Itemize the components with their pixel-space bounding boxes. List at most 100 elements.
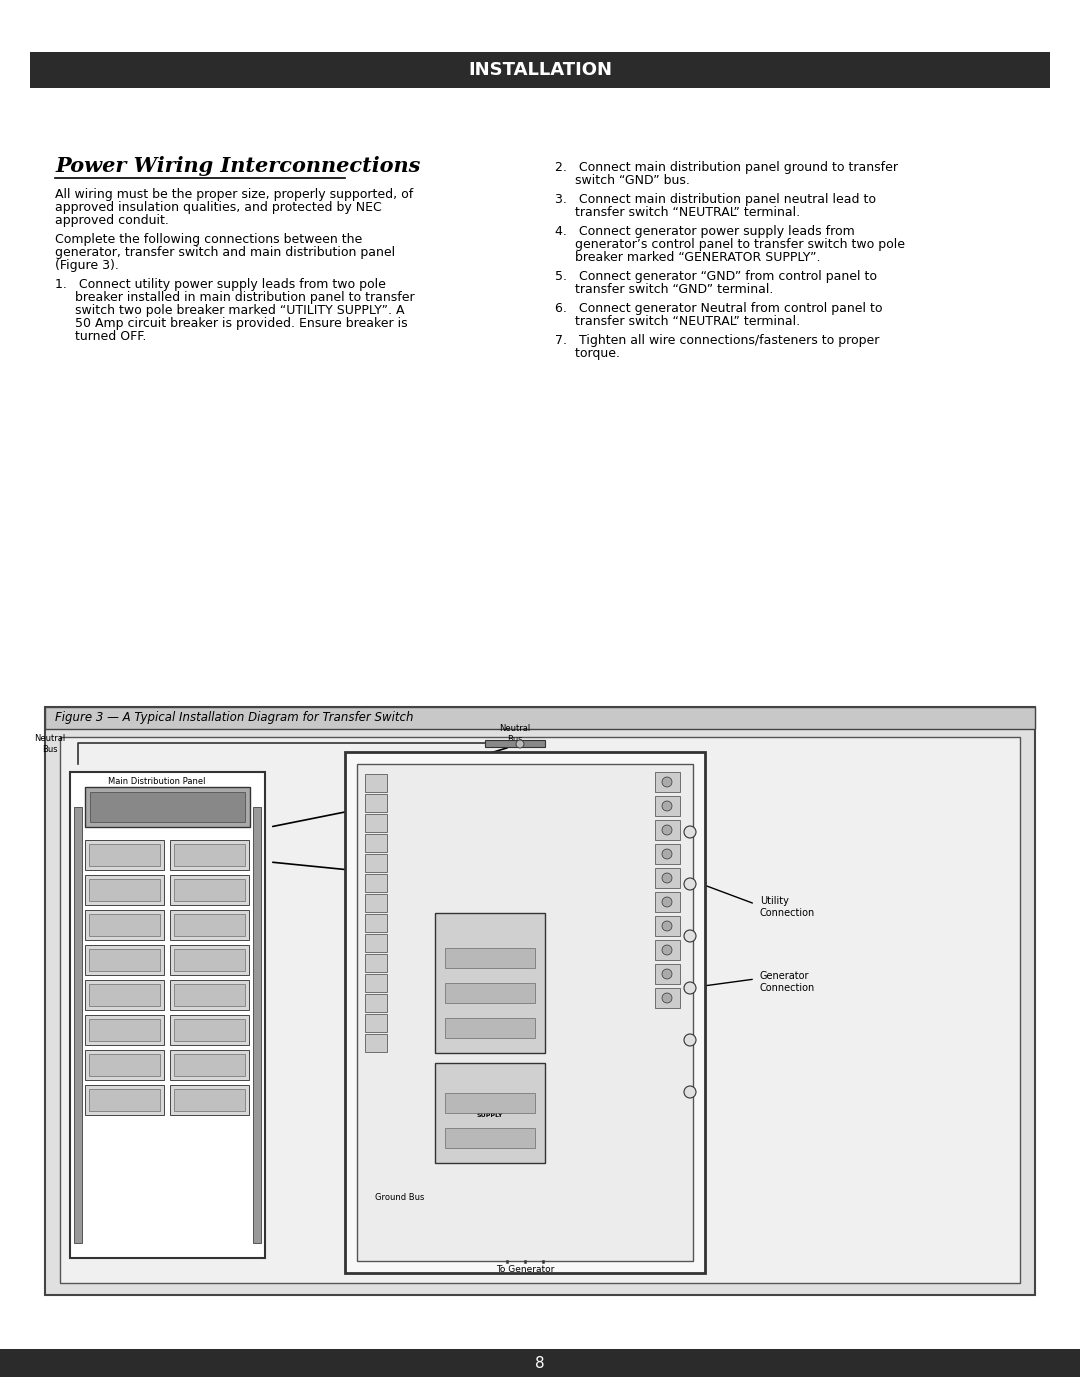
Bar xyxy=(365,774,387,792)
Bar xyxy=(365,974,387,992)
Bar xyxy=(435,1063,545,1162)
Text: 3.   Connect main distribution panel neutral lead to: 3. Connect main distribution panel neutr… xyxy=(555,193,876,205)
Text: INSTALLATION: INSTALLATION xyxy=(468,61,612,80)
Bar xyxy=(654,868,680,888)
Text: switch “GND” bus.: switch “GND” bus. xyxy=(555,175,690,187)
Text: torque.: torque. xyxy=(555,346,620,360)
Text: generator, transfer switch and main distribution panel: generator, transfer switch and main dist… xyxy=(55,246,395,258)
Bar xyxy=(170,1016,249,1045)
Bar xyxy=(654,796,680,816)
Bar xyxy=(365,914,387,932)
Bar xyxy=(45,707,1035,729)
Text: approved insulation qualities, and protected by NEC: approved insulation qualities, and prote… xyxy=(55,201,381,214)
Circle shape xyxy=(662,849,672,859)
Bar xyxy=(445,949,535,968)
Circle shape xyxy=(662,800,672,812)
Text: transfer switch “GND” terminal.: transfer switch “GND” terminal. xyxy=(555,284,773,296)
Text: 2.   Connect main distribution panel ground to transfer: 2. Connect main distribution panel groun… xyxy=(555,161,897,175)
Bar xyxy=(365,834,387,852)
Bar xyxy=(170,909,249,940)
Circle shape xyxy=(684,1034,696,1046)
Bar xyxy=(365,1034,387,1052)
Bar xyxy=(89,914,160,936)
Bar xyxy=(365,894,387,912)
Bar xyxy=(170,1085,249,1115)
Text: approved conduit.: approved conduit. xyxy=(55,214,168,226)
Text: 8: 8 xyxy=(536,1355,544,1370)
Bar xyxy=(0,1350,1080,1377)
Circle shape xyxy=(684,982,696,995)
Circle shape xyxy=(662,921,672,930)
Bar xyxy=(365,995,387,1011)
Text: 6.   Connect generator Neutral from control panel to: 6. Connect generator Neutral from contro… xyxy=(555,302,882,314)
Bar xyxy=(70,773,265,1259)
Bar xyxy=(174,844,245,866)
Circle shape xyxy=(662,897,672,907)
Bar xyxy=(60,738,1020,1282)
Bar xyxy=(365,1014,387,1032)
Bar xyxy=(365,954,387,972)
Bar xyxy=(85,981,164,1010)
Text: 4.   Connect generator power supply leads from: 4. Connect generator power supply leads … xyxy=(555,225,854,237)
Bar xyxy=(445,983,535,1003)
Text: Utility
Connection: Utility Connection xyxy=(760,895,815,918)
Text: Power Wiring Interconnections: Power Wiring Interconnections xyxy=(55,156,420,176)
Bar xyxy=(89,983,160,1006)
Bar xyxy=(170,840,249,870)
Bar xyxy=(170,981,249,1010)
Circle shape xyxy=(516,740,524,747)
Bar xyxy=(445,1092,535,1113)
Bar xyxy=(345,752,705,1273)
Text: transfer switch “NEUTRAL” terminal.: transfer switch “NEUTRAL” terminal. xyxy=(555,314,800,328)
Bar xyxy=(253,807,261,1243)
Circle shape xyxy=(684,1085,696,1098)
Bar xyxy=(365,935,387,951)
Bar xyxy=(365,854,387,872)
Bar xyxy=(654,893,680,912)
Circle shape xyxy=(684,826,696,838)
Bar xyxy=(170,944,249,975)
Text: Figure 3 — A Typical Installation Diagram for Transfer Switch: Figure 3 — A Typical Installation Diagra… xyxy=(55,711,414,725)
Bar xyxy=(654,988,680,1009)
Text: UTILITY
SUPPLY: UTILITY SUPPLY xyxy=(476,957,503,967)
Bar xyxy=(170,1051,249,1080)
Bar xyxy=(85,1016,164,1045)
Bar xyxy=(365,793,387,812)
Circle shape xyxy=(684,877,696,890)
Bar xyxy=(654,844,680,863)
Text: All wiring must be the proper size, properly supported, of: All wiring must be the proper size, prop… xyxy=(55,189,414,201)
Text: 7.   Tighten all wire connections/fasteners to proper: 7. Tighten all wire connections/fastener… xyxy=(555,334,879,346)
Text: generator’s control panel to transfer switch two pole: generator’s control panel to transfer sw… xyxy=(555,237,905,251)
Bar xyxy=(85,1085,164,1115)
Text: 1.   Connect utility power supply leads from two pole: 1. Connect utility power supply leads fr… xyxy=(55,278,386,291)
Bar xyxy=(357,764,693,1261)
Bar xyxy=(174,1053,245,1076)
Text: Generator
Connection: Generator Connection xyxy=(760,971,815,993)
Bar xyxy=(445,1127,535,1148)
Bar xyxy=(89,949,160,971)
Text: Neutral
Bus: Neutral Bus xyxy=(35,733,66,754)
Bar xyxy=(85,1051,164,1080)
Bar xyxy=(485,740,545,747)
Text: 50 Amp circuit breaker is provided. Ensure breaker is: 50 Amp circuit breaker is provided. Ensu… xyxy=(55,317,407,330)
Bar xyxy=(654,820,680,840)
Text: switch two pole breaker marked “UTILITY SUPPLY”. A: switch two pole breaker marked “UTILITY … xyxy=(55,305,405,317)
Bar xyxy=(30,52,1050,88)
Text: GENERATOR
SUPPLY: GENERATOR SUPPLY xyxy=(469,1108,511,1119)
Text: breaker installed in main distribution panel to transfer: breaker installed in main distribution p… xyxy=(55,291,415,305)
Text: Neutral
Bus: Neutral Bus xyxy=(499,724,530,745)
Text: To Generator: To Generator xyxy=(496,1266,554,1274)
Circle shape xyxy=(684,930,696,942)
Bar xyxy=(90,792,245,821)
Bar xyxy=(174,1090,245,1111)
Circle shape xyxy=(662,970,672,979)
Circle shape xyxy=(662,993,672,1003)
Bar xyxy=(435,914,545,1053)
Text: turned OFF.: turned OFF. xyxy=(55,330,147,344)
Bar xyxy=(654,964,680,983)
Text: 5.   Connect generator “GND” from control panel to: 5. Connect generator “GND” from control … xyxy=(555,270,877,284)
Bar xyxy=(89,844,160,866)
Bar xyxy=(85,909,164,940)
Circle shape xyxy=(662,873,672,883)
Text: Complete the following connections between the: Complete the following connections betwe… xyxy=(55,233,362,246)
